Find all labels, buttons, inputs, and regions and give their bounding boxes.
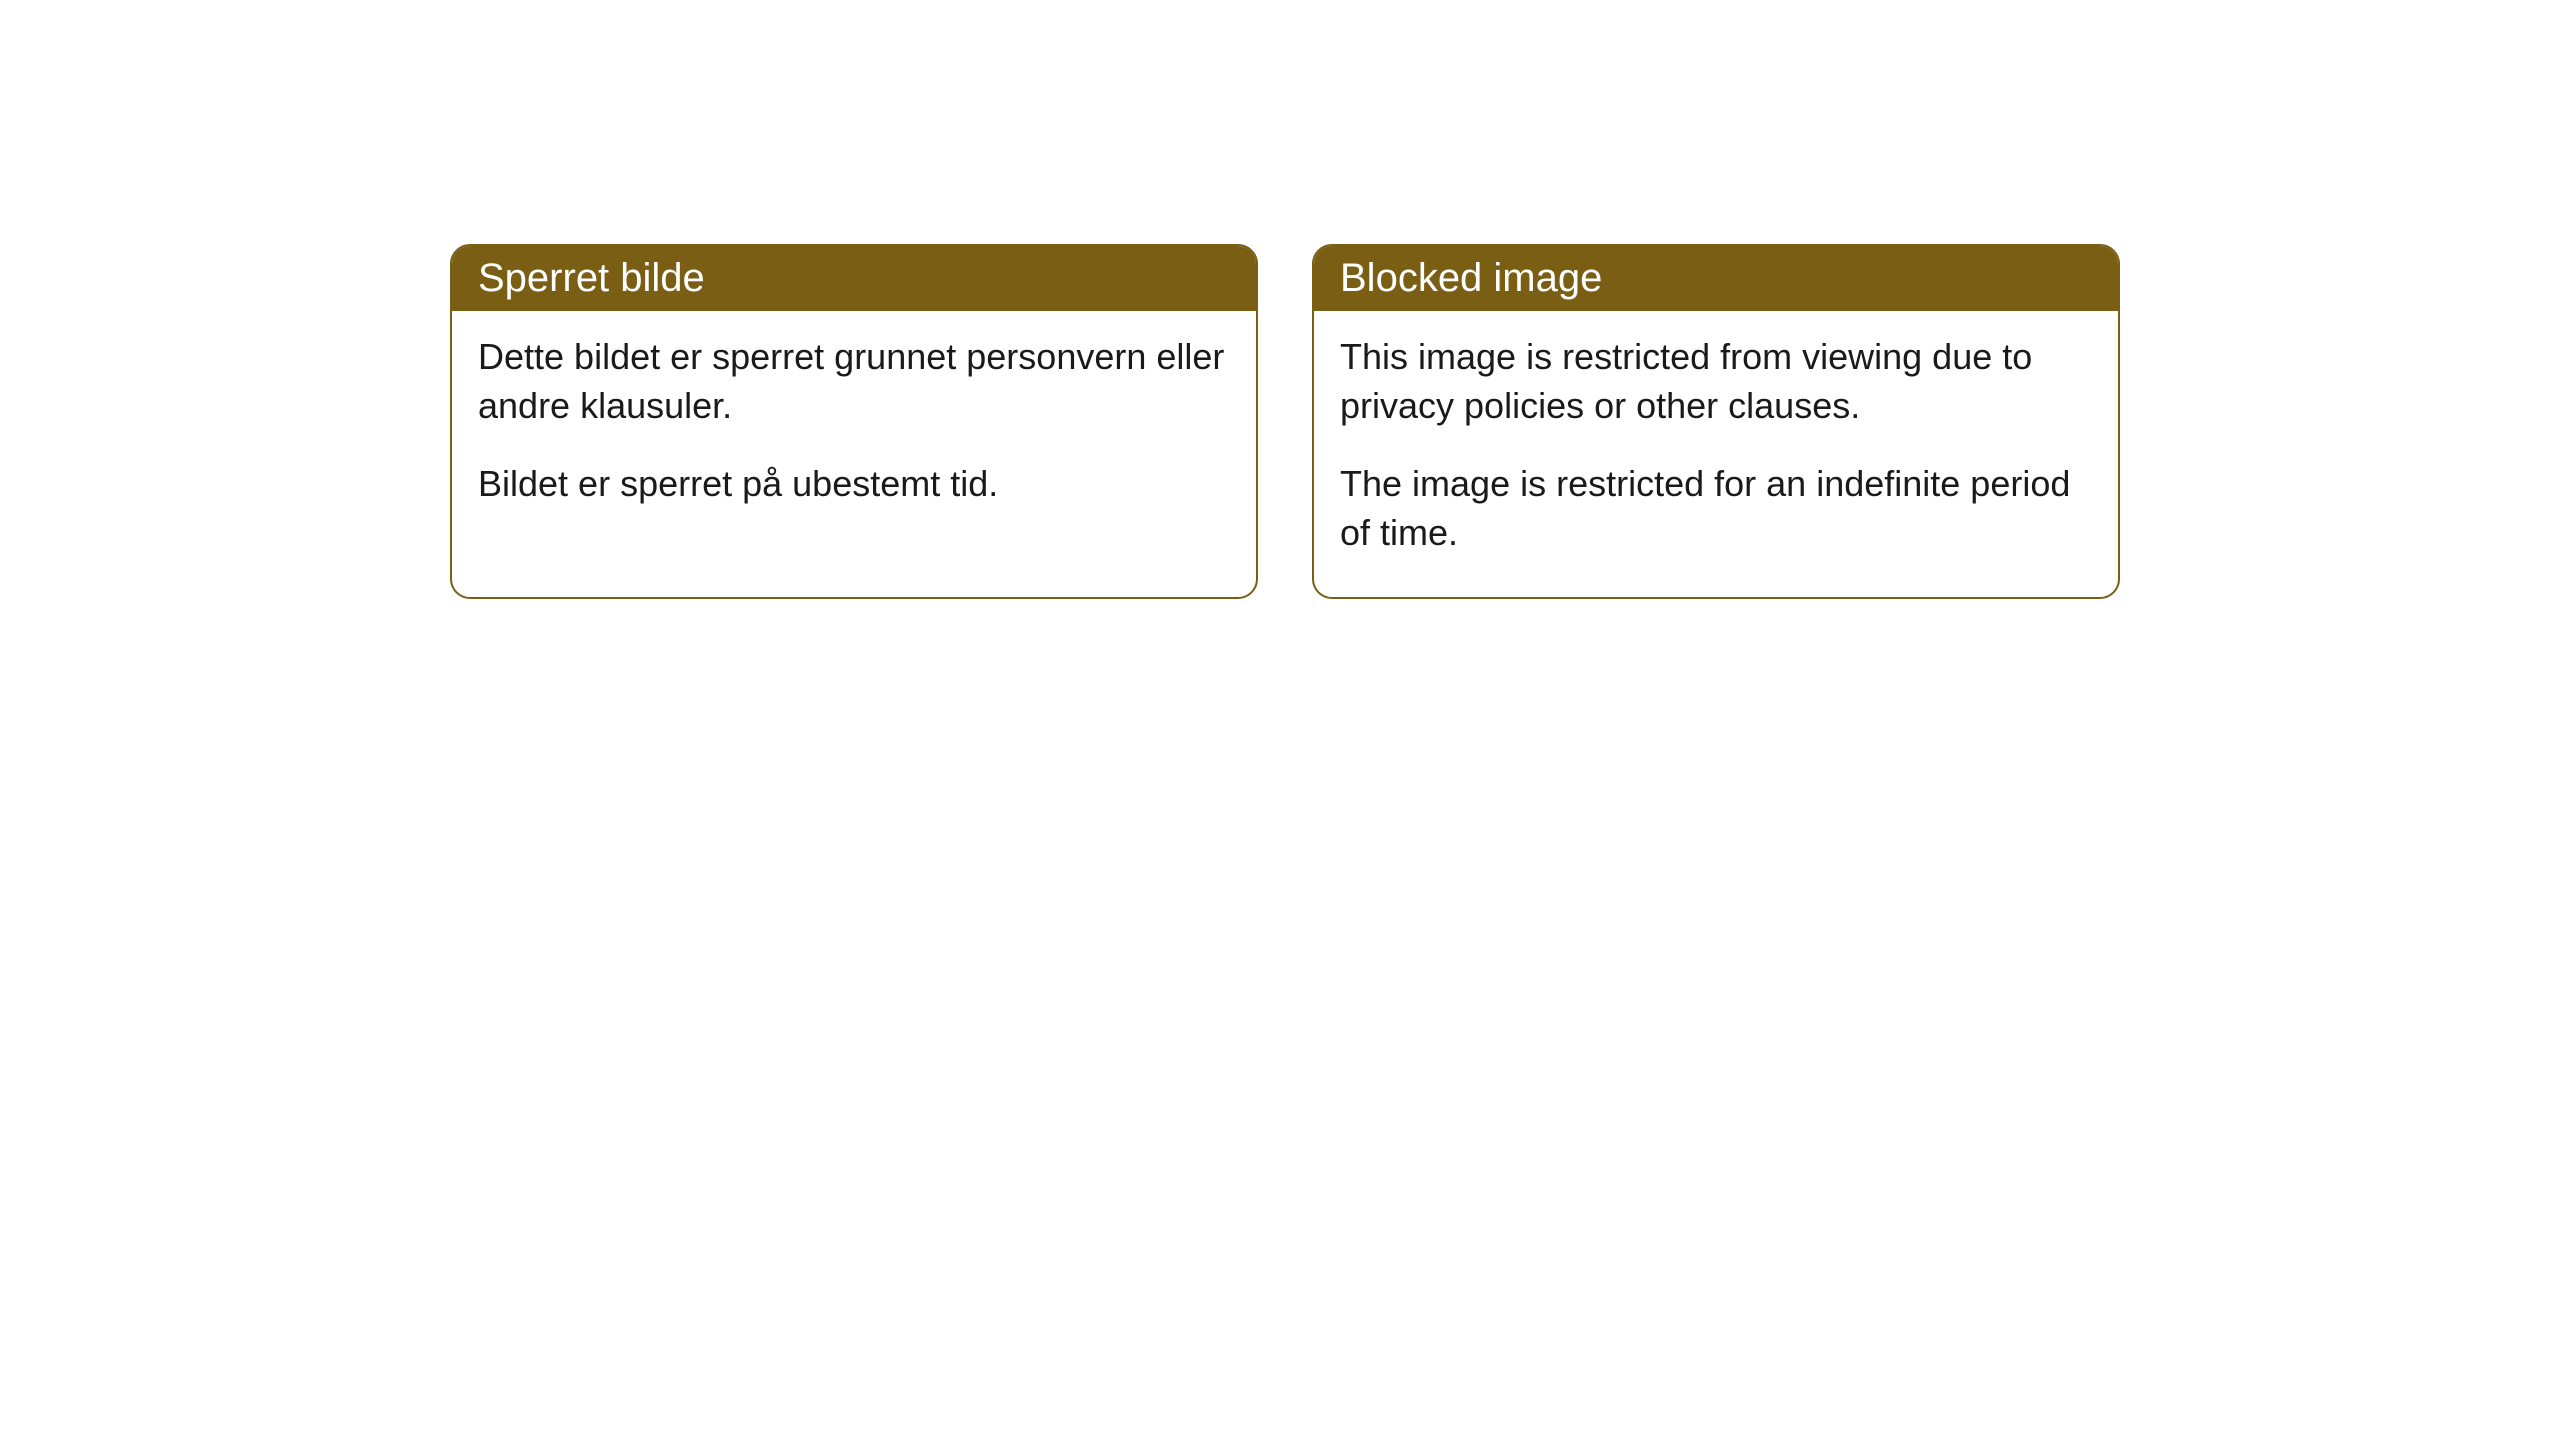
card-paragraph-2-norwegian: Bildet er sperret på ubestemt tid. [478, 460, 1230, 509]
notice-cards-container: Sperret bilde Dette bildet er sperret gr… [450, 244, 2120, 599]
card-body-norwegian: Dette bildet er sperret grunnet personve… [452, 311, 1256, 549]
blocked-image-card-norwegian: Sperret bilde Dette bildet er sperret gr… [450, 244, 1258, 599]
card-paragraph-1-norwegian: Dette bildet er sperret grunnet personve… [478, 333, 1230, 430]
card-title-norwegian: Sperret bilde [478, 256, 705, 300]
card-header-english: Blocked image [1314, 246, 2118, 311]
card-header-norwegian: Sperret bilde [452, 246, 1256, 311]
card-title-english: Blocked image [1340, 256, 1602, 300]
blocked-image-card-english: Blocked image This image is restricted f… [1312, 244, 2120, 599]
card-body-english: This image is restricted from viewing du… [1314, 311, 2118, 597]
card-paragraph-2-english: The image is restricted for an indefinit… [1340, 460, 2092, 557]
card-paragraph-1-english: This image is restricted from viewing du… [1340, 333, 2092, 430]
